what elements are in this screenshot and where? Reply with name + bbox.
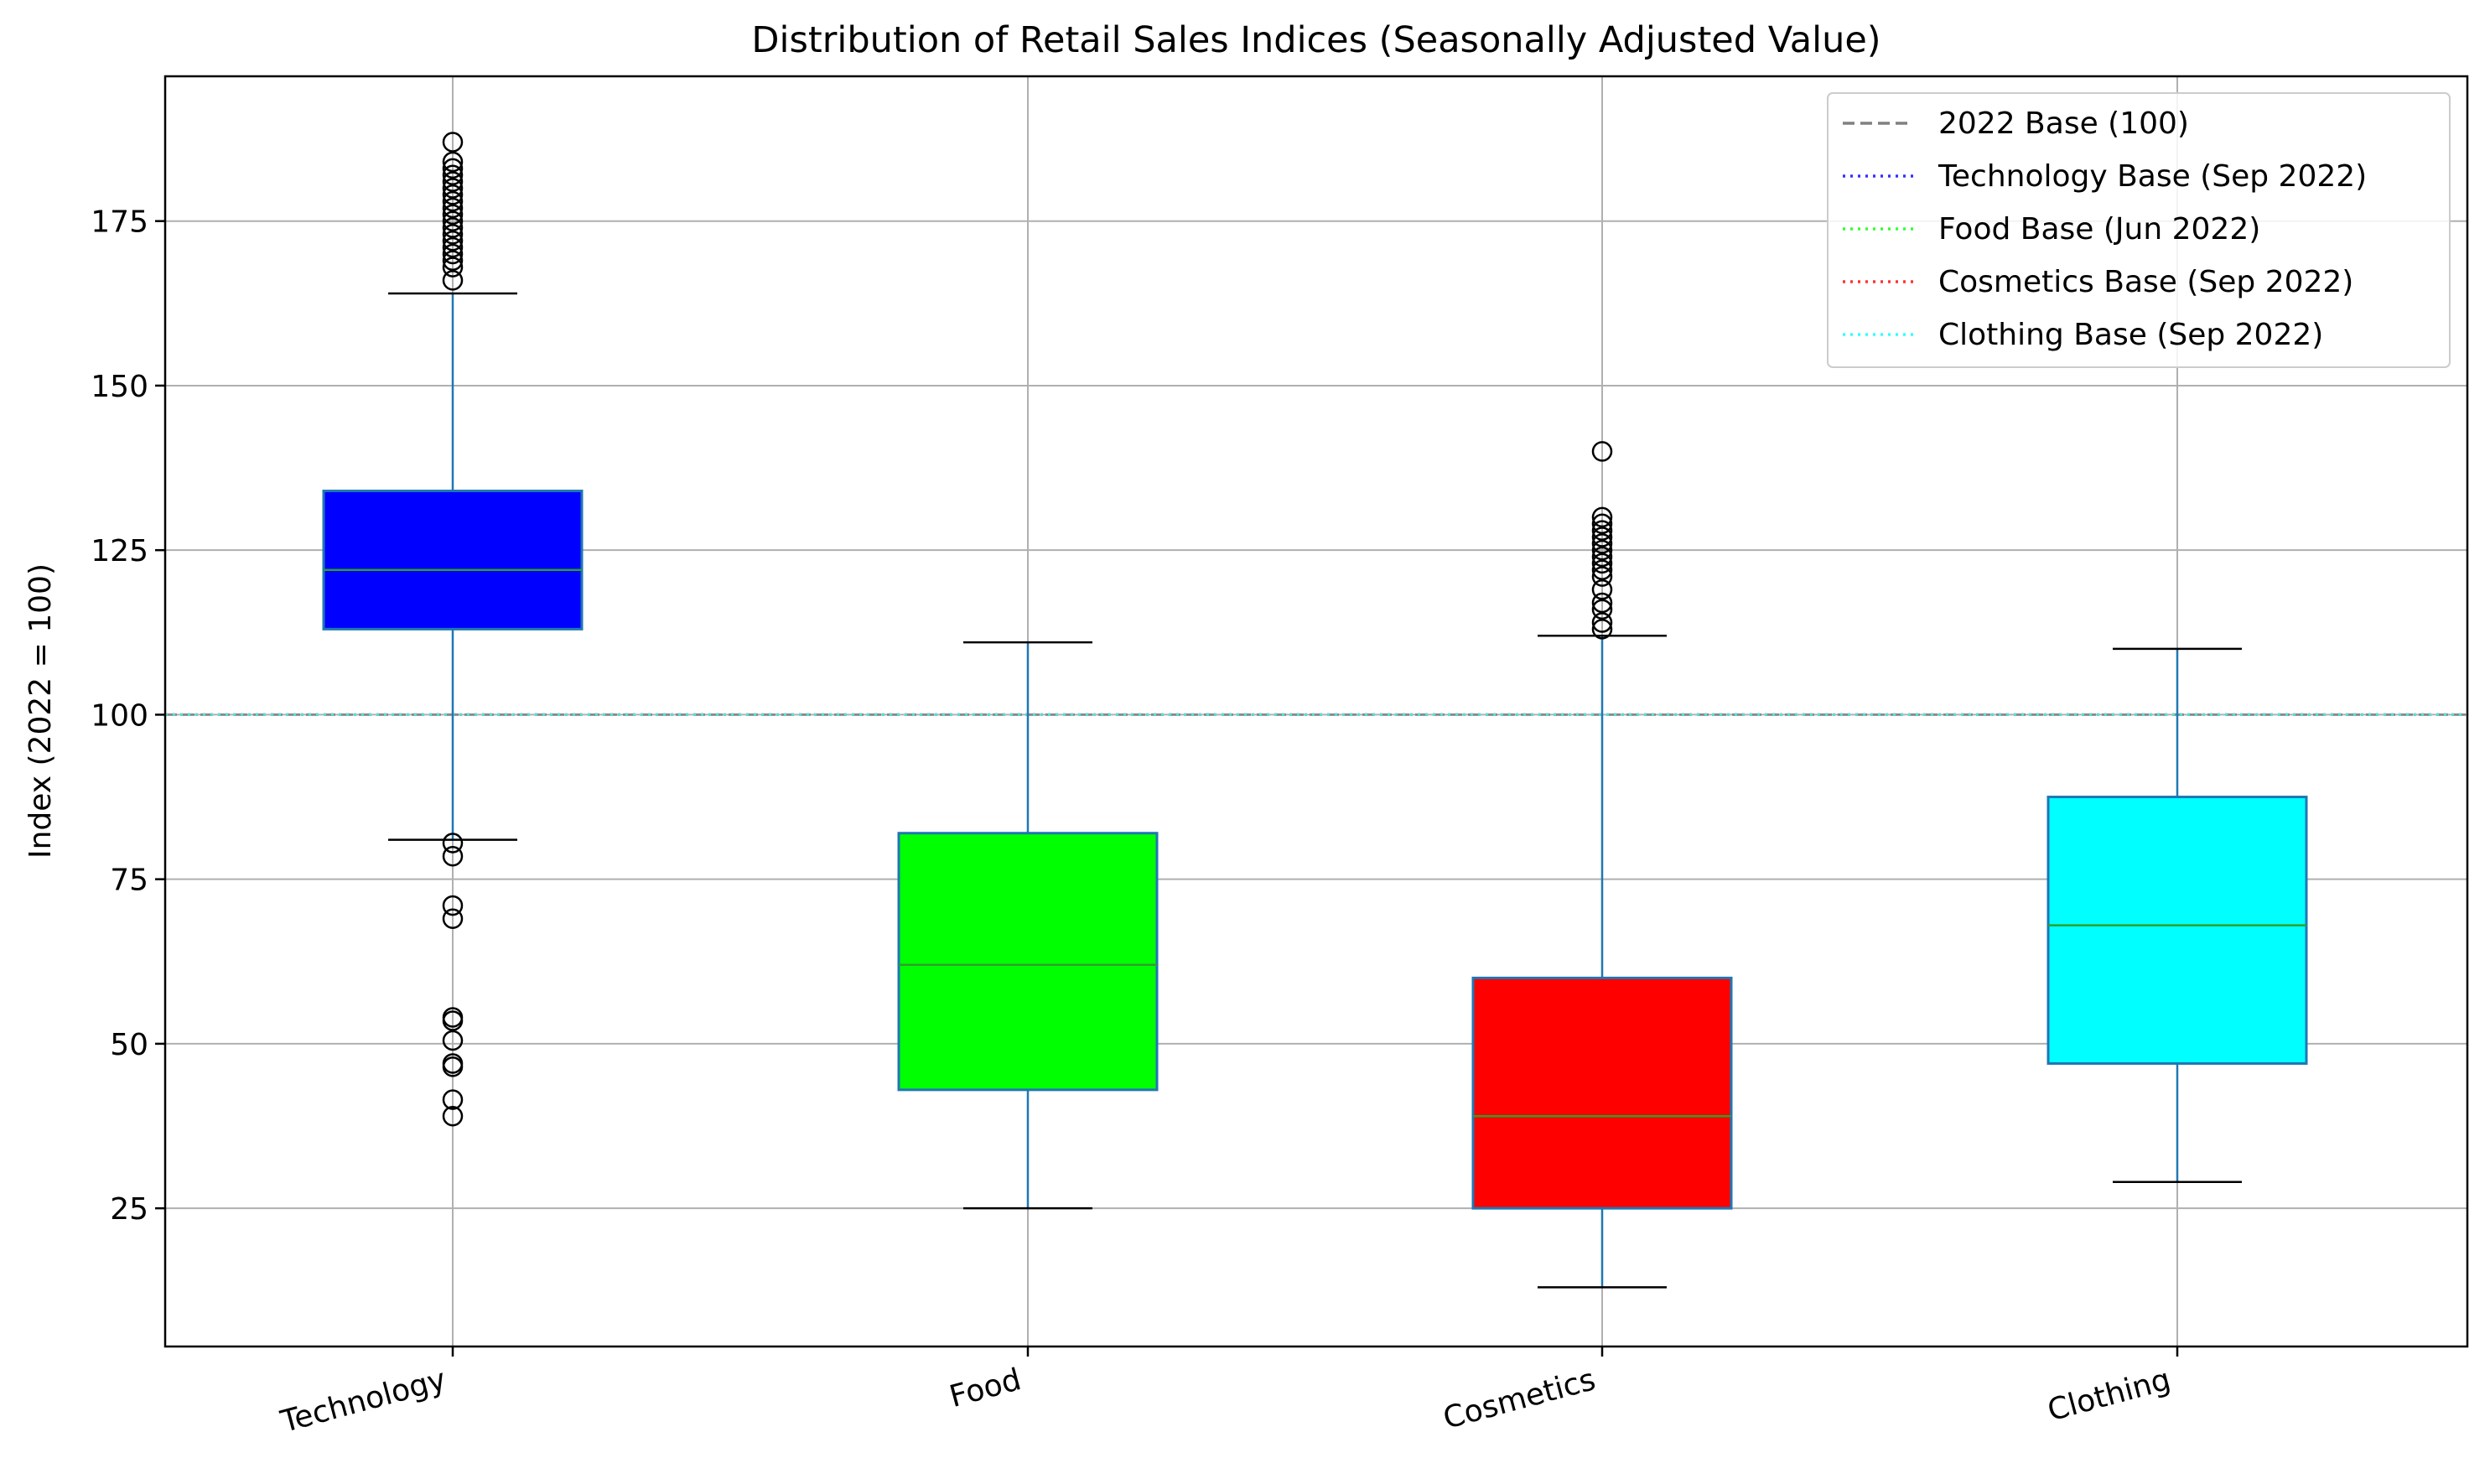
outlier-point bbox=[442, 230, 464, 252]
outlier-point bbox=[1591, 612, 1613, 633]
outlier-point bbox=[442, 895, 464, 916]
outlier-point bbox=[1591, 441, 1613, 462]
y-tick-label: 125 bbox=[91, 534, 148, 568]
outlier-point bbox=[442, 236, 464, 258]
outlier-point bbox=[442, 1010, 464, 1031]
outlier-point bbox=[1591, 539, 1613, 561]
box-cosmetics bbox=[1471, 976, 1733, 1210]
y-tick-label: 150 bbox=[91, 370, 148, 404]
legend-label: Cosmetics Base (Sep 2022) bbox=[1938, 265, 2353, 299]
outlier-point bbox=[442, 151, 464, 173]
outlier-point bbox=[442, 164, 464, 185]
outlier-point bbox=[442, 190, 464, 212]
outlier-point bbox=[1591, 559, 1613, 580]
y-tick-label: 25 bbox=[110, 1192, 148, 1227]
boxes-layer bbox=[322, 292, 2308, 1289]
outlier-point bbox=[442, 1089, 464, 1110]
legend-label: Technology Base (Sep 2022) bbox=[1938, 159, 2367, 194]
outlier-point bbox=[442, 1030, 464, 1051]
outlier-point bbox=[442, 171, 464, 192]
outlier-point bbox=[442, 1106, 464, 1127]
outlier-point bbox=[442, 197, 464, 219]
outlier-point bbox=[442, 210, 464, 231]
outlier-point bbox=[442, 132, 464, 153]
y-axis-label: Index (2022 = 100) bbox=[23, 563, 58, 859]
outlier-point bbox=[442, 908, 464, 930]
legend-label: Food Base (Jun 2022) bbox=[1938, 212, 2260, 246]
outlier-point bbox=[442, 224, 464, 245]
box-technology bbox=[322, 490, 584, 630]
y-axis-ticks: 25 50 75 100 125 150 175 bbox=[91, 205, 165, 1227]
outlier-point bbox=[1591, 527, 1613, 547]
outlier-point bbox=[442, 270, 464, 291]
outlier-point bbox=[1591, 579, 1613, 600]
outlier-point bbox=[442, 257, 464, 278]
outliers-layer bbox=[442, 132, 1613, 1127]
outlier-point bbox=[442, 833, 464, 854]
legend-label: 2022 Base (100) bbox=[1938, 106, 2189, 141]
outlier-point bbox=[442, 204, 464, 226]
outlier-point bbox=[1591, 619, 1613, 640]
legend: 2022 Base (100) Technology Base (Sep 2022… bbox=[1827, 92, 2451, 368]
chart-title: Distribution of Retail Sales Indices (Se… bbox=[751, 19, 1880, 61]
outlier-point bbox=[1591, 506, 1613, 528]
outlier-point bbox=[1591, 533, 1613, 554]
outlier-point bbox=[1591, 520, 1613, 541]
outlier-point bbox=[442, 243, 464, 265]
box-clothing bbox=[2046, 796, 2308, 1065]
outlier-point bbox=[442, 184, 464, 205]
outlier-point bbox=[1591, 553, 1613, 574]
y-tick-label: 50 bbox=[110, 1028, 148, 1062]
outlier-point bbox=[1591, 513, 1613, 535]
outlier-point bbox=[442, 178, 464, 199]
box-food bbox=[897, 832, 1159, 1092]
outlier-point bbox=[442, 250, 464, 272]
outlier-point bbox=[1591, 599, 1613, 620]
y-tick-label: 100 bbox=[91, 698, 148, 733]
outlier-point bbox=[1591, 592, 1613, 614]
outlier-point bbox=[442, 845, 464, 867]
y-tick-label: 175 bbox=[91, 205, 148, 240]
legend-label: Clothing Base (Sep 2022) bbox=[1938, 318, 2323, 352]
y-tick-label: 75 bbox=[110, 864, 148, 898]
outlier-point bbox=[1591, 546, 1613, 568]
outlier-point bbox=[1591, 566, 1613, 587]
outlier-point bbox=[442, 217, 464, 238]
legend-frame bbox=[1827, 92, 2451, 368]
outlier-point bbox=[442, 158, 464, 179]
legend-items: 2022 Base (100) Technology Base (Sep 2022… bbox=[1843, 106, 2367, 352]
outlier-point bbox=[442, 1056, 464, 1077]
plot-area-frame bbox=[163, 75, 2469, 1348]
